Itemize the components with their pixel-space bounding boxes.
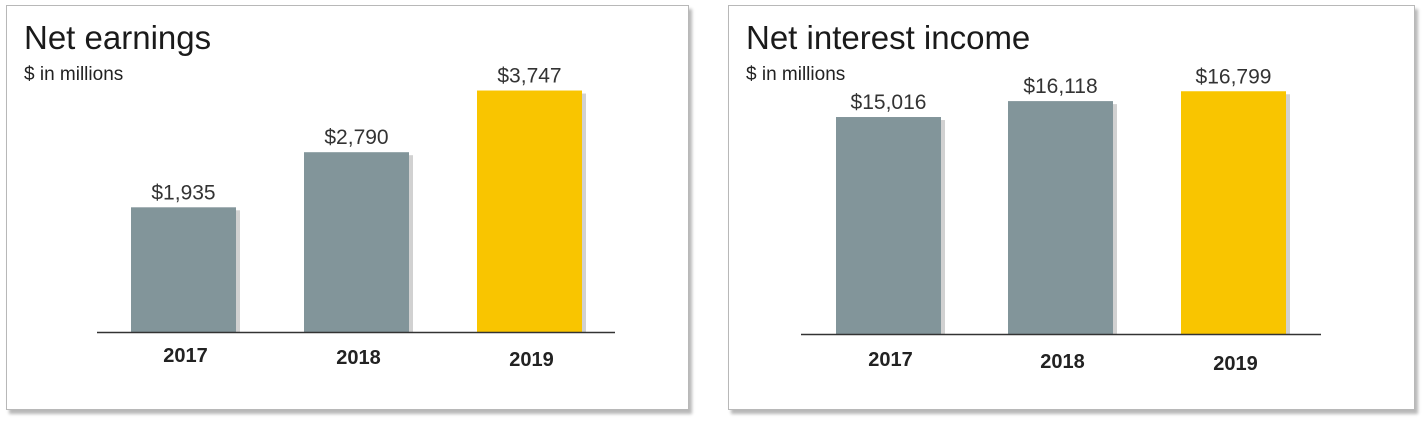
chart-title: Net interest income — [746, 19, 1031, 56]
bar-2017 — [836, 117, 941, 334]
bar-2019 — [1181, 91, 1286, 334]
category-label-2019: 2019 — [509, 349, 554, 371]
category-label-2018: 2018 — [336, 347, 381, 369]
net-interest-income-chart-panel: Net interest income $ in millions $15,01… — [728, 5, 1415, 410]
data-label-2018: $16,118 — [1023, 75, 1097, 98]
data-label-2019: $16,799 — [1196, 65, 1272, 88]
bar-2018 — [304, 152, 409, 332]
bar-2019 — [477, 90, 582, 332]
bar-2017 — [131, 207, 236, 332]
chart-subtitle: $ in millions — [24, 64, 124, 85]
category-label-2017: 2017 — [163, 345, 208, 367]
data-label-2019: $3,747 — [497, 65, 561, 88]
bar-2018 — [1008, 101, 1113, 334]
chart-subtitle: $ in millions — [746, 64, 846, 85]
net-earnings-bar-chart: $1,935 2017 $2,790 2018 $3,747 2019 — [97, 65, 615, 371]
category-label-2019: 2019 — [1213, 353, 1258, 375]
chart-title: Net earnings — [24, 19, 212, 56]
net-earnings-chart-panel: Net earnings $ in millions $1,935 2017 $2,… — [6, 5, 689, 410]
net-interest-income-bar-chart: $15,016 2017 $16,118 2018 $16,799 2019 — [801, 65, 1321, 375]
data-label-2017: $15,016 — [851, 91, 927, 114]
category-label-2018: 2018 — [1040, 351, 1085, 373]
data-label-2017: $1,935 — [151, 181, 215, 204]
data-label-2018: $2,790 — [324, 126, 388, 149]
category-label-2017: 2017 — [868, 349, 913, 371]
